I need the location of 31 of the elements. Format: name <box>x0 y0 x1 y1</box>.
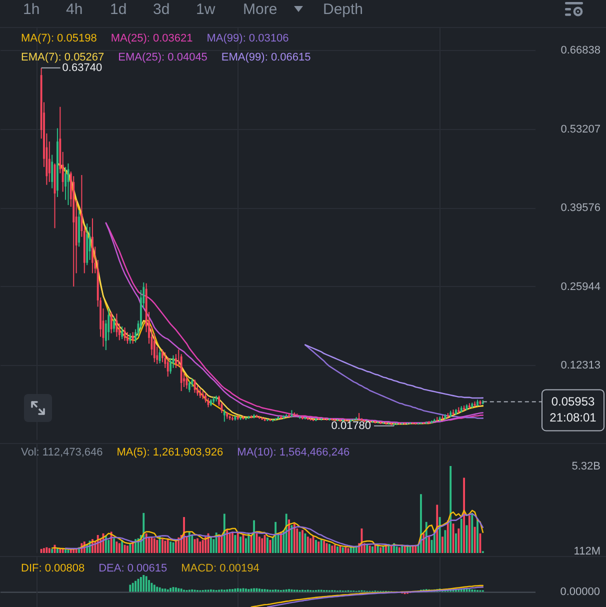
annotation: 0.63740 <box>62 62 102 74</box>
text: 21:08:01 <box>550 410 597 425</box>
y-tick-label: 0.66838 <box>560 44 600 57</box>
text: MA(99): 0.03106 <box>206 32 289 44</box>
y-tick-label: 0.12313 <box>560 360 600 372</box>
y-tick-label: 5.32B <box>572 460 600 472</box>
y-tick-label: 0.53207 <box>560 123 600 136</box>
category-label: 4h <box>66 1 83 18</box>
category-label: More <box>243 1 278 18</box>
text: MA(5): 1,261,903,926 <box>116 446 224 458</box>
text: MA(25): 0.03621 <box>110 32 193 44</box>
text: EMA(25): 0.04045 <box>118 52 208 64</box>
text: DIF: 0.00808 <box>21 562 85 575</box>
ref-line-label: 0.05953 <box>551 394 596 409</box>
annotation: 0.01780 <box>331 420 372 432</box>
category-label: 1h <box>23 1 40 18</box>
text: 0.00000 <box>560 586 600 598</box>
text: EMA(7): 0.05267 <box>21 52 104 64</box>
y-tick-label: 112M <box>574 546 600 558</box>
text: DEA: 0.00615 <box>98 562 168 575</box>
category-label: Depth <box>323 1 364 18</box>
y-tick-label: 0.25944 <box>560 280 600 293</box>
category-label: 1d <box>110 1 127 18</box>
text: MACD: 0.00194 <box>181 562 260 575</box>
category-label: 1w <box>196 1 216 18</box>
text: MA(7): 0.05198 <box>21 32 97 44</box>
chart-title: Vol: 112,473,646 <box>21 446 103 458</box>
text: EMA(99): 0.06615 <box>221 52 311 64</box>
category-label: 3d <box>153 1 170 18</box>
text: MA(10): 1,564,466,246 <box>237 446 350 458</box>
y-tick-label: 0.39576 <box>560 202 600 214</box>
